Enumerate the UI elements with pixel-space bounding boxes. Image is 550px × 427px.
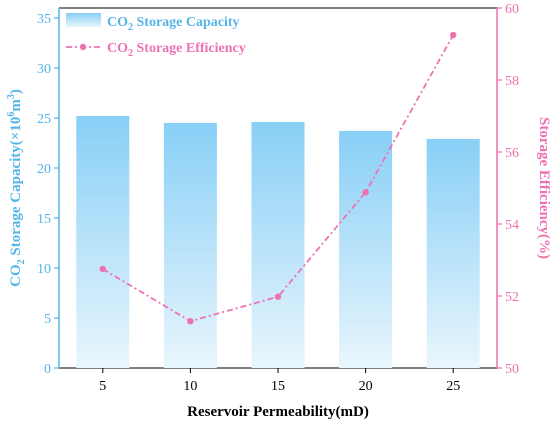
x-axis-title: Reservoir Permeability(mD): [187, 404, 369, 420]
x-tick-label: 20: [359, 379, 373, 394]
x-axis-ticks: 5 10 15 20 25: [99, 368, 460, 394]
efficiency-point-20: [362, 189, 369, 196]
legend-bar-swatch: [66, 13, 101, 27]
bar-25: [426, 139, 480, 368]
bar-5: [76, 116, 130, 368]
x-tick-label: 15: [271, 379, 285, 394]
right-axis-title: Storage Efficiency(%): [536, 117, 550, 259]
left-tick-label: 20: [37, 162, 51, 177]
efficiency-point-10: [187, 318, 194, 325]
bar-20: [339, 131, 393, 368]
efficiency-point-5: [99, 265, 107, 273]
left-axis-ticks: 0 5 10 15 20 25 30 35: [37, 12, 59, 377]
left-axis-title: CO2 Storage Capacity(×106m3): [6, 89, 27, 287]
x-tick-label: 10: [183, 379, 197, 394]
right-tick-label: 54: [505, 218, 519, 233]
legend-line-marker: [79, 43, 87, 51]
legend: CO2 Storage Capacity CO2 Storage Efficie…: [66, 13, 246, 59]
right-tick-label: 56: [505, 146, 519, 161]
left-tick-label: 35: [37, 12, 51, 27]
right-tick-label: 52: [505, 290, 519, 305]
efficiency-point-25: [450, 31, 457, 39]
right-tick-label: 58: [505, 74, 519, 89]
bar-series: [76, 116, 480, 368]
left-tick-label: 0: [44, 362, 51, 377]
legend-line-label: CO2 Storage Efficiency: [107, 41, 246, 59]
left-tick-label: 30: [37, 62, 51, 77]
right-tick-label: 50: [505, 362, 519, 377]
left-tick-label: 15: [37, 212, 51, 227]
legend-bar-label: CO2 Storage Capacity: [107, 15, 240, 33]
efficiency-point-15: [274, 293, 282, 300]
left-tick-label: 5: [44, 312, 51, 327]
left-tick-label: 10: [37, 262, 51, 277]
line-series: [99, 31, 457, 325]
right-tick-label: 60: [505, 2, 519, 17]
right-axis-ticks: 50 52 54 56 58 60: [497, 2, 519, 377]
bar-10: [163, 123, 217, 368]
bar-15: [251, 122, 305, 368]
x-tick-label: 5: [99, 379, 106, 394]
x-tick-label: 25: [446, 379, 460, 394]
left-tick-label: 25: [37, 112, 51, 127]
